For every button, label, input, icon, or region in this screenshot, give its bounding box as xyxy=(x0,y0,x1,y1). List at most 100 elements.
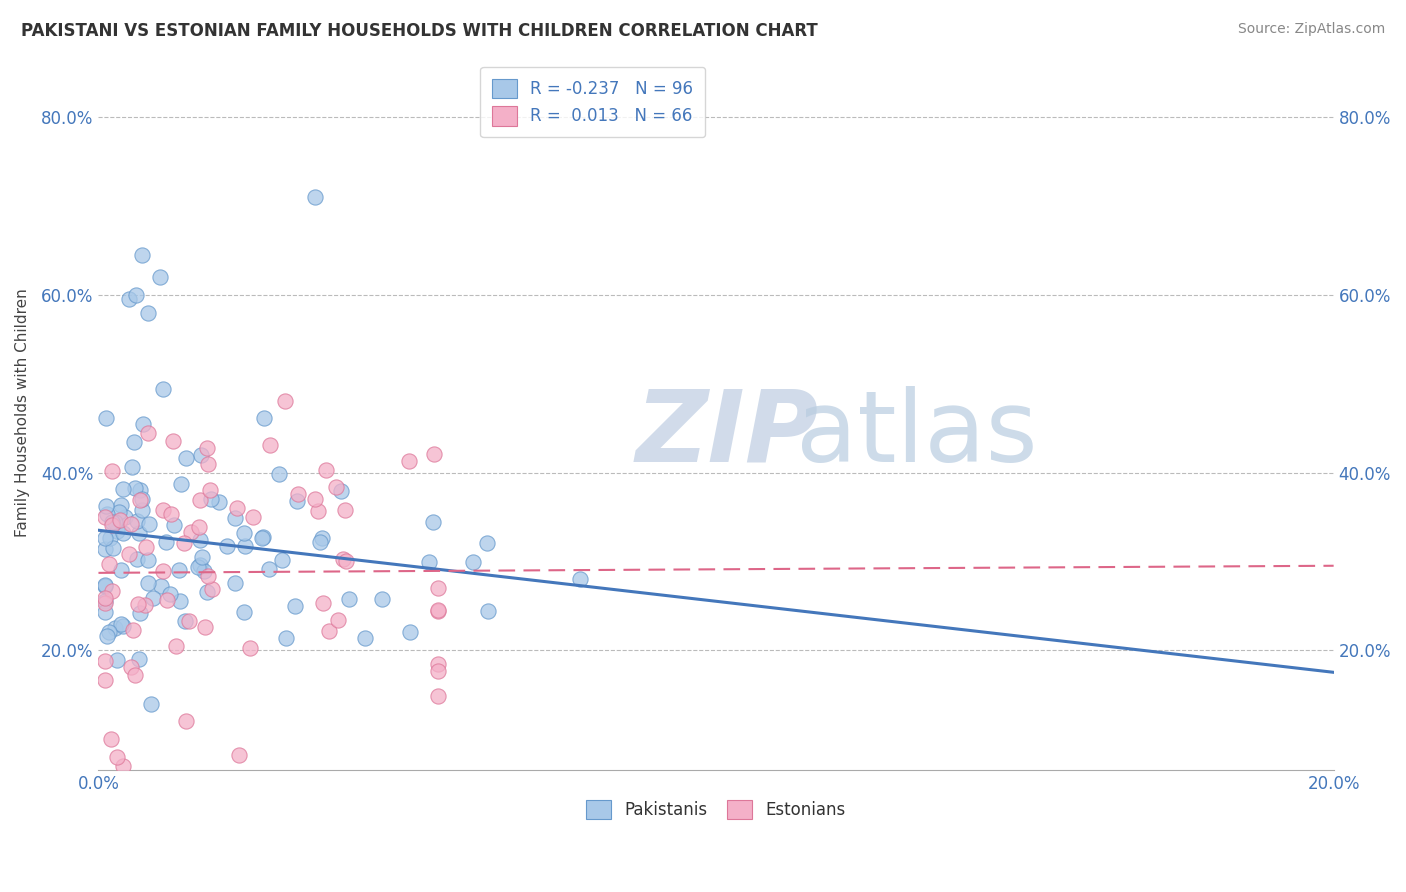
Point xyxy=(252,531,274,545)
Point xyxy=(418,555,440,569)
Point xyxy=(284,599,307,613)
Point xyxy=(167,563,190,577)
Point xyxy=(226,501,249,516)
Point xyxy=(326,613,349,627)
Point xyxy=(315,463,337,477)
Point xyxy=(304,492,326,507)
Point xyxy=(200,491,222,506)
Point xyxy=(105,749,128,764)
Point xyxy=(120,516,142,531)
Point xyxy=(112,618,135,632)
Point xyxy=(427,604,450,618)
Text: Source: ZipAtlas.com: Source: ZipAtlas.com xyxy=(1237,22,1385,37)
Point xyxy=(304,190,326,204)
Point xyxy=(155,535,177,549)
Point xyxy=(307,503,329,517)
Point xyxy=(96,629,118,643)
Point xyxy=(98,557,121,571)
Point xyxy=(188,520,211,534)
Point xyxy=(138,517,160,532)
Point xyxy=(152,564,174,578)
Point xyxy=(308,534,330,549)
Point xyxy=(239,640,262,655)
Point xyxy=(142,591,165,606)
Point xyxy=(128,526,150,541)
Point xyxy=(101,541,124,556)
Point xyxy=(176,714,198,728)
Point xyxy=(332,552,354,566)
Point xyxy=(399,625,422,640)
Point xyxy=(152,382,174,396)
Point xyxy=(93,673,115,688)
Point xyxy=(427,664,450,678)
Point xyxy=(156,593,179,607)
Point xyxy=(427,602,450,616)
Point xyxy=(131,503,153,517)
Point xyxy=(176,450,198,465)
Point xyxy=(114,510,136,524)
Point xyxy=(330,483,353,498)
Point xyxy=(398,454,420,468)
Text: atlas: atlas xyxy=(796,385,1038,483)
Point xyxy=(112,758,135,772)
Point xyxy=(101,464,124,478)
Point xyxy=(232,605,254,619)
Point xyxy=(267,467,290,482)
Point xyxy=(197,569,219,583)
Point xyxy=(427,690,450,704)
Point xyxy=(159,587,181,601)
Point xyxy=(124,481,146,495)
Point xyxy=(179,614,201,628)
Point xyxy=(312,596,335,610)
Point xyxy=(271,553,294,567)
Point xyxy=(93,578,115,592)
Point xyxy=(139,697,162,711)
Point xyxy=(371,591,394,606)
Point xyxy=(136,575,159,590)
Point xyxy=(274,394,297,409)
Point xyxy=(149,270,172,285)
Point xyxy=(285,493,308,508)
Point xyxy=(108,505,131,519)
Point xyxy=(124,288,146,302)
Point xyxy=(195,584,218,599)
Point xyxy=(335,554,357,568)
Text: PAKISTANI VS ESTONIAN FAMILY HOUSEHOLDS WITH CHILDREN CORRELATION CHART: PAKISTANI VS ESTONIAN FAMILY HOUSEHOLDS … xyxy=(21,22,818,40)
Point xyxy=(259,562,281,576)
Point xyxy=(135,540,157,554)
Point xyxy=(190,448,212,462)
Point xyxy=(150,578,173,592)
Point xyxy=(94,510,117,524)
Point xyxy=(94,411,117,425)
Point xyxy=(121,624,143,638)
Point xyxy=(131,491,153,506)
Point xyxy=(120,659,142,673)
Point xyxy=(228,748,250,763)
Point xyxy=(93,654,115,668)
Point xyxy=(475,536,498,550)
Point xyxy=(118,293,141,307)
Point xyxy=(463,555,485,569)
Text: ZIP: ZIP xyxy=(636,385,818,483)
Point xyxy=(215,539,238,553)
Point xyxy=(337,591,360,606)
Point xyxy=(122,435,145,450)
Point xyxy=(98,531,121,545)
Point xyxy=(100,731,122,746)
Point xyxy=(101,583,124,598)
Point xyxy=(197,457,219,471)
Point xyxy=(198,483,221,498)
Legend: Pakistanis, Estonians: Pakistanis, Estonians xyxy=(579,793,853,826)
Point xyxy=(311,531,333,545)
Point xyxy=(569,572,592,586)
Point xyxy=(118,547,141,561)
Point xyxy=(129,493,152,508)
Point xyxy=(93,591,115,606)
Point xyxy=(121,460,143,475)
Point xyxy=(93,531,115,545)
Point xyxy=(104,516,127,530)
Point xyxy=(110,617,132,632)
Point xyxy=(93,605,115,619)
Y-axis label: Family Households with Children: Family Households with Children xyxy=(15,288,30,537)
Point xyxy=(96,507,118,521)
